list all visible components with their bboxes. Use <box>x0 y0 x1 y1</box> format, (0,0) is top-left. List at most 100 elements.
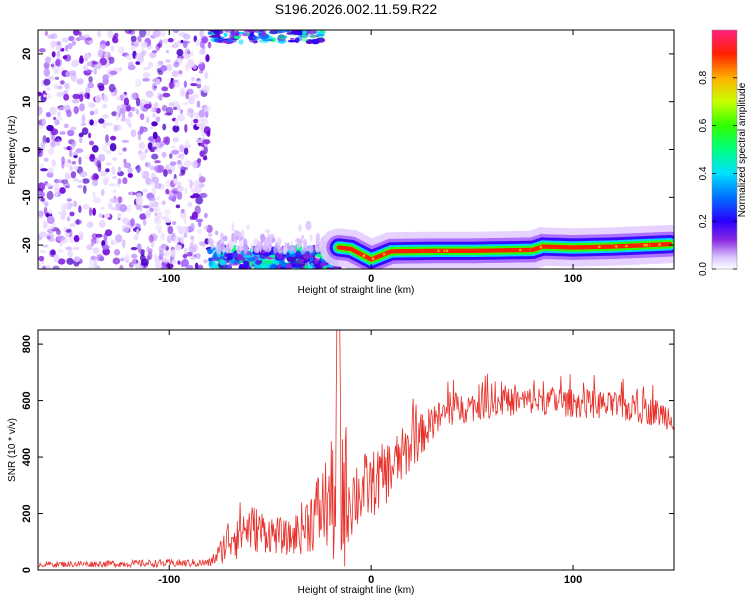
noise-speckle <box>54 69 58 75</box>
noise-speckle <box>154 253 158 260</box>
noise-speckle <box>39 191 46 198</box>
noise-speckle <box>89 119 94 126</box>
burst-blob-top <box>301 38 309 42</box>
noise-speckle <box>100 206 105 211</box>
burst-blob-top <box>301 32 307 39</box>
noise-speckle <box>79 136 83 144</box>
noise-speckle <box>145 209 152 218</box>
noise-speckle <box>82 204 90 210</box>
noise-speckle <box>73 256 81 263</box>
noise-speckle <box>43 68 50 77</box>
burst-blob <box>214 256 221 260</box>
noise-speckle <box>191 188 197 193</box>
noise-speckle <box>79 103 85 112</box>
burst-haze <box>265 245 271 253</box>
track-peak-dot <box>416 249 420 253</box>
burst-blob <box>275 251 283 260</box>
noise-speckle <box>117 212 122 218</box>
noise-speckle <box>67 249 73 259</box>
burst-haze <box>215 244 222 255</box>
noise-speckle <box>204 212 208 219</box>
burst-blob <box>219 259 227 266</box>
track-peak-dot <box>535 247 539 250</box>
burst-blob <box>302 252 313 259</box>
noise-speckle <box>176 48 184 57</box>
noise-speckle <box>126 204 132 213</box>
noise-speckle <box>195 39 200 47</box>
noise-speckle <box>160 232 166 241</box>
noise-speckle <box>166 235 172 244</box>
noise-speckle <box>139 213 147 220</box>
noise-speckle <box>111 111 118 117</box>
noise-speckle <box>102 74 109 81</box>
noise-speckle <box>146 246 150 253</box>
noise-speckle <box>138 141 146 150</box>
burst-blob-top <box>252 36 260 40</box>
noise-speckle <box>51 141 56 148</box>
noise-speckle <box>151 121 158 127</box>
noise-speckle <box>92 179 99 187</box>
noise-speckle <box>51 159 56 167</box>
noise-speckle <box>119 204 128 213</box>
noise-speckle <box>92 119 98 127</box>
burst-blob <box>303 264 310 269</box>
noise-speckle <box>49 106 58 116</box>
noise-speckle <box>67 159 71 164</box>
noise-speckle <box>203 259 208 264</box>
noise-speckle <box>69 211 75 217</box>
noise-speckle <box>194 205 201 215</box>
burst-blob <box>259 253 268 259</box>
noise-speckle <box>151 176 159 184</box>
noise-speckle <box>173 30 179 34</box>
noise-speckle <box>197 64 204 69</box>
burst-blob <box>314 259 320 264</box>
noise-speckle <box>56 85 63 90</box>
noise-speckle <box>161 104 168 112</box>
burst-haze <box>260 234 266 243</box>
noise-speckle <box>38 48 46 53</box>
x-tick-label: 100 <box>564 273 582 285</box>
burst-blob-top <box>277 30 288 33</box>
noise-speckle <box>41 118 47 126</box>
noise-speckle <box>176 40 182 47</box>
noise-speckle <box>189 180 193 189</box>
noise-speckle <box>122 177 128 185</box>
noise-speckle <box>53 138 59 142</box>
noise-speckle <box>110 45 115 52</box>
burst-haze <box>250 242 254 253</box>
noise-speckle <box>184 160 192 168</box>
noise-speckle <box>42 220 48 229</box>
burst-haze <box>257 245 260 254</box>
noise-speckle <box>98 44 107 49</box>
noise-speckle <box>175 73 183 77</box>
burst-haze <box>207 232 213 237</box>
track-peak-dot <box>382 252 386 256</box>
burst-haze <box>293 245 297 254</box>
noise-speckle <box>92 191 96 199</box>
track-peak-dot <box>645 243 648 247</box>
noise-speckle <box>63 226 67 232</box>
noise-speckle <box>76 78 84 85</box>
noise-speckle <box>112 189 117 194</box>
noise-speckle <box>165 188 170 195</box>
burst-haze <box>235 231 241 237</box>
noise-speckle <box>188 51 194 57</box>
noise-speckle <box>195 196 204 205</box>
colorbar-tick-label: 0.8 <box>698 70 709 84</box>
noise-speckle <box>66 257 74 265</box>
noise-speckle <box>156 78 161 85</box>
noise-speckle <box>178 226 184 235</box>
noise-speckle <box>189 242 194 249</box>
noise-speckle <box>121 139 130 143</box>
noise-speckle <box>115 234 123 243</box>
noise-speckle <box>202 156 208 161</box>
noise-speckle <box>182 225 189 234</box>
noise-speckle <box>140 113 145 121</box>
x-tick-label: 0 <box>368 273 374 285</box>
noise-speckle <box>65 229 72 233</box>
noise-speckle <box>38 182 46 191</box>
noise-speckle <box>62 55 68 60</box>
noise-speckle <box>155 107 161 114</box>
noise-speckle <box>198 109 205 118</box>
noise-speckle <box>172 125 180 133</box>
